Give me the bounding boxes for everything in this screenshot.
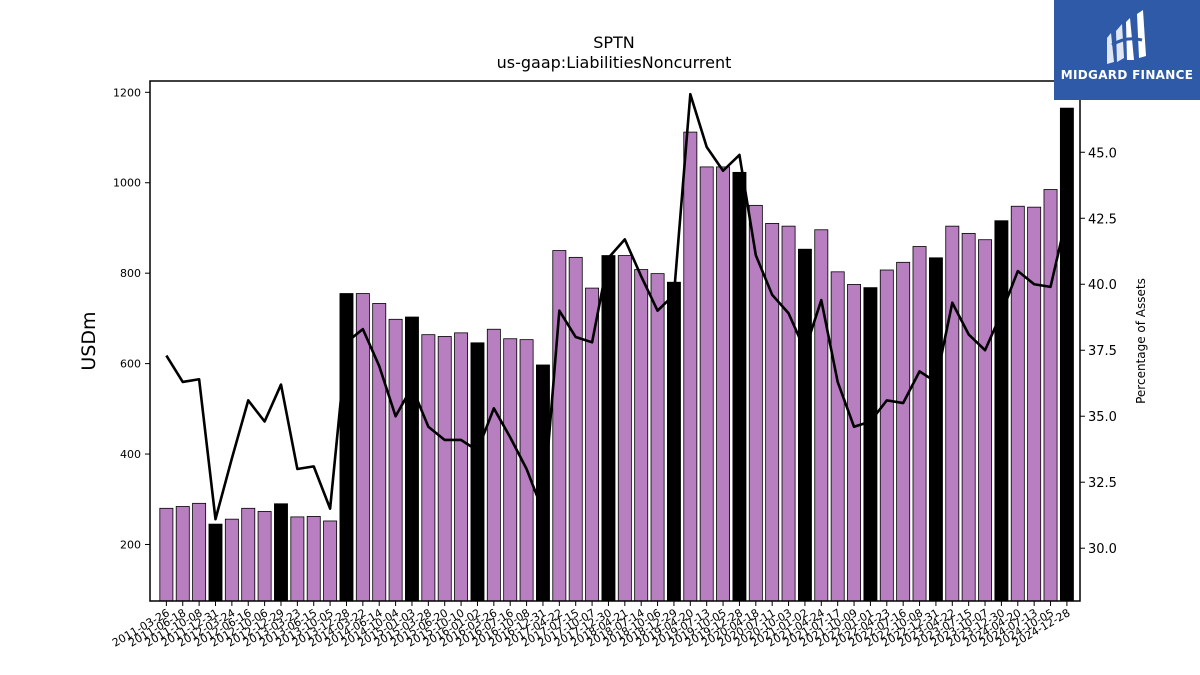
- bar-2023-04-22: [945, 225, 960, 602]
- bar-2013-10-05: [323, 520, 338, 602]
- percentage-of-assets-line: [165, 92, 1069, 521]
- logo-text: MIDGARD FINANCE: [1060, 68, 1194, 82]
- bar-2017-07-15: [568, 256, 583, 602]
- bar-2024-12-28: [1059, 107, 1074, 602]
- bar-2015-01-03: [405, 316, 419, 602]
- bar-2015-03-28: [421, 334, 436, 602]
- bar-2022-04-23: [879, 269, 894, 602]
- bar-2017-12-30: [601, 255, 616, 602]
- bar-2016-07-16: [503, 338, 518, 602]
- bar-2014-10-04: [388, 318, 403, 602]
- y2-tick-label-40.0: 40.0: [1088, 278, 1117, 293]
- midgard-finance-logo: MIDGARD FINANCE: [1054, 0, 1200, 100]
- bar-2019-10-05: [716, 166, 731, 602]
- bar-2015-10-10: [454, 332, 469, 602]
- bar-2023-10-07: [978, 239, 992, 602]
- bar-2011-03-26: [159, 507, 174, 602]
- bar-2013-03-23: [290, 516, 305, 602]
- bar-2016-03-26: [486, 328, 501, 602]
- bar-2024-10-05: [1043, 189, 1058, 602]
- bar-2018-12-29: [666, 281, 681, 602]
- bar-2018-07-14: [634, 269, 649, 602]
- bar-2021-01-02: [797, 248, 812, 602]
- bar-2024-07-13: [1027, 206, 1042, 602]
- bar-2021-07-17: [830, 271, 845, 602]
- y-tick-label-1000: 1000: [113, 177, 141, 190]
- bar-2024-04-20: [1010, 205, 1025, 602]
- chart-title: SPTN: [593, 33, 635, 52]
- y-tick-label-200: 200: [120, 538, 141, 551]
- y-tick-label-1200: 1200: [113, 86, 141, 99]
- y2-tick-label-42.5: 42.5: [1088, 212, 1117, 227]
- y-tick-label-400: 400: [120, 448, 141, 461]
- bar-2022-01-01: [863, 287, 878, 602]
- bar-2023-07-15: [961, 232, 976, 602]
- bar-2022-12-31: [928, 257, 943, 602]
- bar-2019-12-28: [732, 171, 747, 602]
- bar-2019-07-13: [699, 166, 714, 602]
- bar-2012-10-06: [257, 511, 272, 602]
- bar-2011-06-18: [175, 506, 190, 602]
- bar-2012-06-16: [241, 507, 256, 602]
- y2-tick-label-32.5: 32.5: [1088, 476, 1117, 491]
- bar-2023-12-30: [994, 220, 1009, 602]
- bar-2015-06-20: [437, 336, 452, 602]
- y2-tick-label-35.0: 35.0: [1088, 410, 1117, 425]
- y2-tick-label-45.0: 45.0: [1088, 146, 1117, 161]
- bar-2011-12-31: [208, 523, 223, 602]
- bar-2018-04-21: [617, 255, 632, 602]
- y-tick-label-800: 800: [120, 267, 141, 280]
- y-axis-label: USDm: [78, 311, 100, 370]
- logo-mark-icon: [1107, 10, 1146, 64]
- bar-2018-10-06: [650, 273, 665, 602]
- bar-2022-07-16: [896, 261, 911, 602]
- bar-2016-01-02: [470, 342, 485, 602]
- bar-2011-10-08: [192, 502, 207, 602]
- bar-2022-10-08: [912, 246, 927, 602]
- y-tick-label-600: 600: [120, 358, 141, 371]
- bar-2021-04-24: [814, 229, 829, 602]
- bar-2020-07-11: [765, 223, 780, 602]
- bar-2013-06-15: [306, 516, 321, 602]
- bar-2014-06-14: [372, 303, 387, 602]
- bar-2017-10-07: [585, 287, 600, 602]
- bar-2017-04-22: [552, 250, 567, 602]
- bar-2012-12-29: [274, 503, 288, 602]
- bar-2020-10-03: [781, 225, 796, 602]
- bar-2016-12-31: [536, 364, 550, 602]
- y2-tick-label-37.5: 37.5: [1088, 344, 1117, 359]
- plot-frame: [149, 80, 1081, 602]
- bar-2019-04-20: [683, 131, 698, 602]
- chart-subtitle: us-gaap:LiabilitiesNoncurrent: [496, 53, 732, 72]
- y2-axis-label: Percentage of Assets: [1134, 278, 1148, 404]
- y2-tick-label-30.0: 30.0: [1088, 542, 1117, 557]
- bar-2012-03-24: [224, 518, 239, 602]
- bar-2021-10-09: [847, 284, 862, 602]
